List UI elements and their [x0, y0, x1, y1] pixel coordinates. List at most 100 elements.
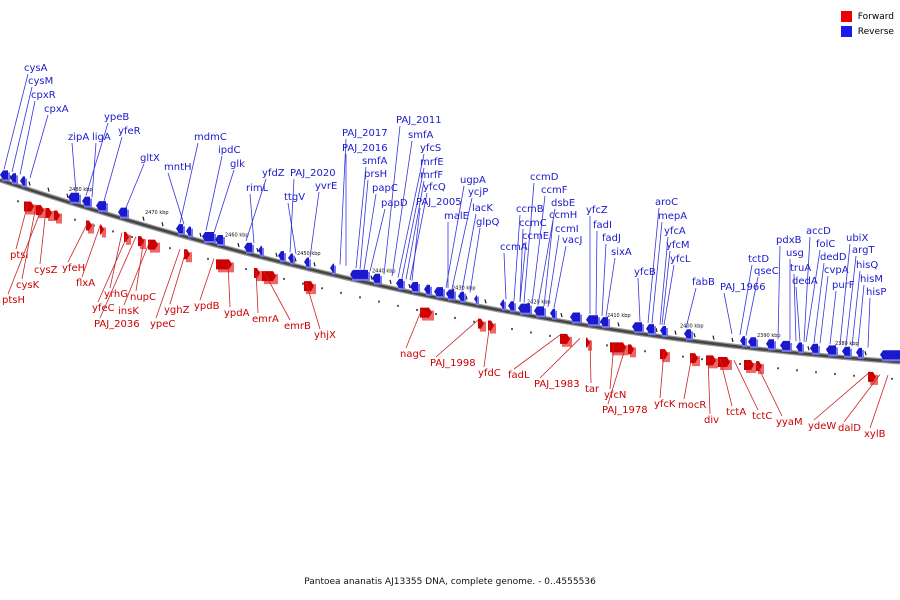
gene-label-mocr: mocR	[678, 400, 706, 411]
reverse-gene-arrow	[288, 253, 293, 263]
gene-label-ccme: ccmE	[522, 231, 549, 242]
forward-leader-line	[755, 362, 783, 417]
gene-label-ipdc: ipdC	[218, 145, 240, 156]
forward-gene-arrow	[216, 259, 232, 270]
forward-leader-line	[405, 308, 423, 349]
reverse-gene-arrow	[500, 299, 504, 309]
forward-leader-line	[263, 271, 291, 321]
reverse-leader-line	[167, 172, 185, 225]
gene-label-accd: accD	[806, 226, 831, 237]
forward-gene-arrow	[628, 344, 634, 355]
scale-label: 2380 kbp	[835, 341, 859, 347]
reverse-leader-line	[659, 236, 669, 325]
reverse-leader-line	[601, 243, 607, 316]
reverse-leader-line	[3, 73, 29, 170]
gene-label-lack: lacK	[472, 203, 493, 214]
gene-label-cysk: cysK	[16, 280, 40, 291]
reverse-leader-line	[651, 221, 663, 324]
reverse-gene-arrow	[10, 173, 16, 183]
reverse-gene-arrow	[424, 284, 430, 294]
reverse-gene-arrow	[20, 176, 25, 186]
gene-label-mdmc: mdmC	[194, 132, 227, 143]
forward-leader-line	[97, 234, 129, 303]
gene-label-smfa: smfA	[362, 156, 387, 167]
gene-label-dsbe: dsbE	[551, 198, 575, 209]
gene-label-paj-1966: PAJ_1966	[720, 282, 766, 293]
reverse-leader-line	[359, 179, 369, 270]
reverse-gene-arrow	[350, 269, 368, 279]
reverse-gene-arrow	[446, 289, 454, 299]
reverse-gene-arrow	[410, 282, 418, 292]
forward-gene-shadow	[758, 364, 764, 375]
minor-tick	[370, 275, 373, 280]
reverse-gene-arrow	[518, 303, 530, 313]
gene-label-yyam: yyaM	[776, 417, 803, 428]
gene-label-hism: hisM	[860, 274, 883, 285]
reverse-leader-line	[289, 178, 295, 253]
forward-gene-arrow	[560, 333, 570, 344]
reverse-gene-arrow	[68, 192, 79, 202]
forward-gene-arrow	[610, 342, 626, 353]
reverse-gene-arrow	[458, 291, 464, 301]
reverse-leader-line	[661, 250, 671, 325]
forward-gene-shadow	[56, 213, 62, 224]
minor-tick	[142, 216, 145, 221]
forward-gene-arrow	[36, 205, 44, 216]
forward-gene-shadow	[102, 227, 106, 238]
reverse-leader-line	[369, 208, 386, 272]
forward-gene-arrow	[478, 318, 484, 329]
gene-label-ccmh: ccmH	[549, 210, 577, 221]
legend-reverse-label: Reverse	[857, 26, 894, 37]
forward-leader-line	[109, 232, 123, 289]
forward-leader-line	[483, 322, 491, 368]
gene-label-paj-2020: PAJ_2020	[290, 168, 336, 179]
forward-gene-shadow	[490, 323, 496, 334]
gene-label-pdxb: pdxB	[776, 235, 802, 246]
reverse-leader-line	[553, 245, 567, 309]
reverse-gene-arrow	[278, 251, 284, 261]
gene-label-glk: glk	[230, 159, 245, 170]
legend-reverse: Reverse	[840, 24, 894, 39]
gene-label-emra: emrA	[252, 314, 279, 325]
gene-label-male: malE	[444, 211, 469, 222]
minor-tick	[655, 327, 658, 333]
reverse-gene-arrow	[202, 232, 214, 242]
forward-leader-line	[123, 240, 151, 306]
reverse-leader-line	[543, 220, 554, 307]
gene-label-ugpa: ugpA	[460, 175, 486, 186]
gene-label-ccmc: ccmC	[519, 218, 547, 229]
reverse-gene-arrow	[396, 278, 403, 288]
scale-label: 2460 kbp	[225, 232, 249, 238]
forward-leader-line	[67, 222, 89, 263]
minor-tick	[47, 187, 50, 192]
reverse-gene-arrow	[570, 312, 580, 322]
minor-tick	[161, 222, 164, 227]
reverse-leader-line	[363, 193, 377, 271]
minor-tick	[674, 330, 677, 335]
reverse-leader-line	[519, 228, 524, 302]
minor-tick	[465, 295, 468, 300]
reverse-leader-line	[339, 138, 347, 265]
reverse-leader-line	[637, 277, 641, 322]
forward-strand-features	[24, 201, 878, 385]
reverse-leader-line	[845, 255, 857, 346]
forward-leader-line	[227, 262, 231, 308]
reverse-gene-arrow	[96, 201, 106, 211]
forward-gene-shadow	[630, 347, 636, 358]
gene-label-fadl: fadL	[508, 370, 530, 381]
forward-swatch	[840, 11, 852, 22]
gene-label-paj-2016: PAJ_2016	[342, 143, 388, 154]
reverse-gene-arrow	[880, 350, 900, 360]
reverse-leader-line	[819, 275, 829, 344]
reverse-gene-arrow	[372, 273, 380, 283]
forward-leader-line	[39, 208, 47, 265]
reverse-gene-arrow	[748, 337, 756, 347]
reverse-leader-line	[867, 297, 871, 348]
minor-tick	[28, 181, 31, 186]
reverse-gene-labels: cysA cysM cpxR cpxA ypeB zipA ligA yfeR gltX mdmC…	[3, 63, 886, 348]
reverse-leader-line	[355, 166, 367, 269]
scale-label: 2410 kbp	[607, 313, 631, 319]
gene-label-hisp: hisP	[866, 287, 886, 298]
forward-leader-line	[733, 360, 759, 411]
